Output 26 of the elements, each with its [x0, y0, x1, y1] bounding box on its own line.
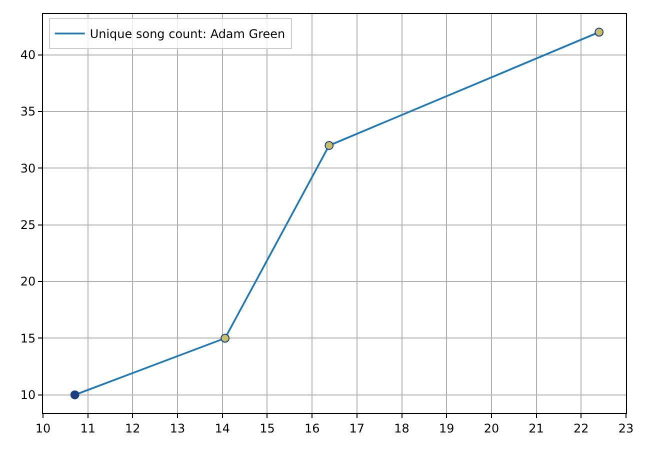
x-tick-label: 15 [260, 421, 275, 436]
x-tick-label: 12 [125, 421, 140, 436]
x-tick-label: 23 [618, 421, 634, 436]
x-tick-label: 16 [304, 421, 320, 436]
x-tick-label: 13 [170, 421, 186, 436]
y-tick-label: 25 [20, 218, 36, 232]
x-tick-label: 14 [214, 421, 230, 436]
x-tick-label: 20 [484, 421, 500, 436]
point [324, 140, 334, 150]
x-tick-label: 22 [574, 421, 589, 436]
x-tick-label: 18 [394, 421, 410, 436]
y-tick-label: 35 [20, 104, 36, 119]
y-tick-label: 20 [20, 274, 36, 289]
x-tick-label: 21 [528, 421, 544, 436]
legend-label: Unique song count: Adam Green [90, 27, 286, 42]
x-tick-label: 11 [80, 421, 96, 436]
x-tick-label: 19 [438, 421, 454, 436]
y-tick-label: 30 [20, 161, 36, 176]
point [70, 390, 80, 400]
y-tick-label: 10 [20, 388, 36, 402]
y-tick-label: 40 [20, 48, 36, 62]
x-tick-label: 10 [35, 421, 51, 436]
point [220, 334, 230, 343]
y-tick-label: 15 [20, 331, 36, 346]
point [594, 28, 604, 37]
x-tick-label: 17 [349, 421, 365, 436]
